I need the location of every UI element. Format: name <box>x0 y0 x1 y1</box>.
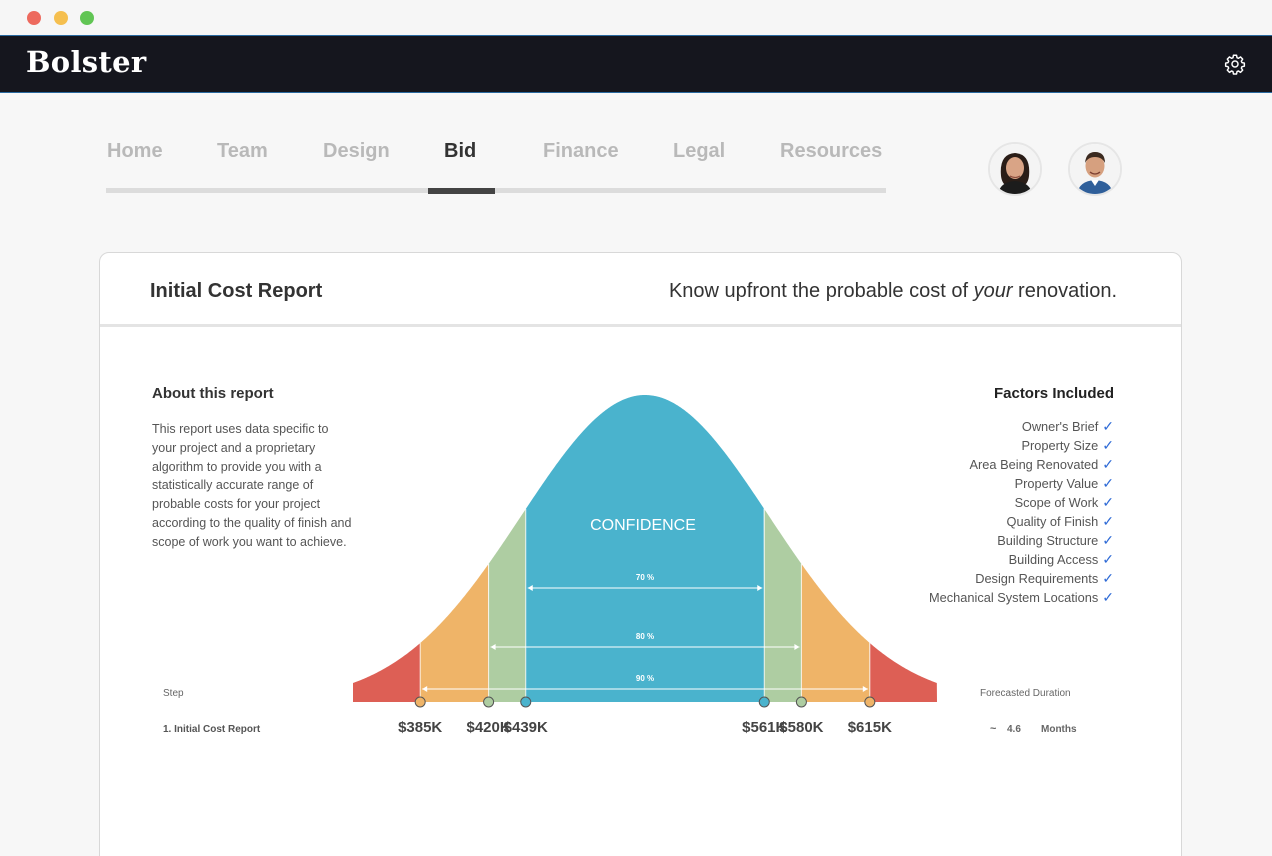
check-icon: ✓ <box>1102 437 1114 453</box>
band-80-right <box>764 509 802 702</box>
left-tail-area <box>353 643 421 702</box>
factors-title: Factors Included <box>993 385 1114 402</box>
price-marker <box>483 696 495 708</box>
factor-item: Building Structure ✓ <box>929 531 1114 550</box>
check-icon: ✓ <box>1102 494 1114 510</box>
factor-label: Property Value <box>1014 476 1099 491</box>
price-label: $439K <box>504 719 548 736</box>
price-label: $561K <box>742 719 786 736</box>
arrow-right-icon <box>757 585 763 591</box>
about-title: About this report <box>152 385 274 402</box>
price-marker <box>414 696 426 708</box>
price-label: $420K <box>466 719 510 736</box>
price-label: $615K <box>848 719 892 736</box>
tagline-post: renovation. <box>1012 280 1117 302</box>
about-body: This report uses data specific to your p… <box>152 422 352 549</box>
factor-item: Area Being Renovated ✓ <box>929 455 1114 474</box>
arrow-left-icon <box>527 585 533 591</box>
app-logo[interactable]: Bolster <box>26 45 147 79</box>
tab-track <box>106 188 886 193</box>
check-icon: ✓ <box>1102 513 1114 529</box>
step-label: Step <box>163 688 184 699</box>
tab-home[interactable]: Home <box>107 140 163 162</box>
gear-icon[interactable] <box>1224 53 1246 75</box>
tagline-emphasis: your <box>973 280 1013 302</box>
card-header: Initial Cost Report Know upfront the pro… <box>100 253 1181 327</box>
right-tail-area <box>869 643 937 702</box>
team-member-avatar-woman-icon <box>990 144 1040 194</box>
step-value: 1. Initial Cost Report <box>163 724 261 735</box>
forecast-duration-label: Forecasted Duration <box>980 688 1071 699</box>
check-icon: ✓ <box>1102 532 1114 548</box>
check-icon: ✓ <box>1102 570 1114 586</box>
confidence-range-label: 80 % <box>636 632 654 641</box>
check-icon: ✓ <box>1102 456 1114 472</box>
card-title: Initial Cost Report <box>150 280 323 302</box>
tab-finance[interactable]: Finance <box>543 140 619 162</box>
cost-report-card: Initial Cost Report Know upfront the pro… <box>99 252 1182 856</box>
band-90-right <box>801 563 870 702</box>
factor-label: Design Requirements <box>975 571 1099 586</box>
avatar[interactable] <box>1068 142 1122 196</box>
factor-item: Mechanical System Locations ✓ <box>929 588 1114 607</box>
factor-label: Area Being Renovated <box>969 457 1099 472</box>
window-maximize-button[interactable] <box>80 11 94 25</box>
tab-team[interactable]: Team <box>217 140 268 162</box>
check-icon: ✓ <box>1102 475 1114 491</box>
factor-label: Mechanical System Locations <box>928 590 1099 605</box>
price-label: $385K <box>398 719 442 736</box>
factor-label: Owner's Brief <box>1021 419 1099 434</box>
avatar[interactable] <box>988 142 1042 196</box>
window-minimize-button[interactable] <box>54 11 68 25</box>
window-close-button[interactable] <box>27 11 41 25</box>
confidence-label: CONFIDENCE <box>590 517 696 534</box>
factor-item: Property Value ✓ <box>929 474 1114 493</box>
price-marker <box>520 696 532 708</box>
tagline-pre: Know upfront the probable cost of <box>668 280 974 302</box>
card-tagline: Know upfront the probable cost of your r… <box>669 280 1117 303</box>
factor-item: Quality of Finish ✓ <box>929 512 1114 531</box>
active-tab-indicator <box>428 188 495 194</box>
arrow-right-icon <box>794 644 800 650</box>
band-80-left <box>488 509 526 702</box>
price-marker <box>795 696 807 708</box>
check-icon: ✓ <box>1102 551 1114 567</box>
factor-label: Quality of Finish <box>1006 514 1099 529</box>
factor-label: Scope of Work <box>1014 495 1099 510</box>
team-member-avatar-man-icon <box>1070 144 1120 194</box>
tab-design[interactable]: Design <box>323 140 390 162</box>
arrow-right-icon <box>862 686 868 692</box>
factor-item: Owner's Brief ✓ <box>929 417 1114 436</box>
arrow-left-icon <box>490 644 496 650</box>
band-90-left <box>420 564 489 702</box>
arrow-left-icon <box>422 686 428 692</box>
check-icon: ✓ <box>1102 589 1114 605</box>
price-marker <box>864 696 876 708</box>
tab-resources[interactable]: Resources <box>780 140 883 162</box>
tab-bid[interactable]: Bid <box>444 140 477 162</box>
factor-item: Design Requirements ✓ <box>929 569 1114 588</box>
app-header: Bolster <box>0 35 1272 93</box>
forecast-approx: ~ <box>990 723 997 735</box>
price-label: $580K <box>779 719 823 736</box>
window-titlebar <box>0 0 1272 35</box>
tab-legal[interactable]: Legal <box>673 140 726 162</box>
forecast-duration-value: 4.6 <box>1007 724 1021 735</box>
confidence-range-label: 70 % <box>636 573 654 582</box>
price-marker <box>758 696 770 708</box>
factors-list: Owner's Brief ✓ Property Size ✓ Area Being R… <box>929 417 1114 607</box>
factor-item: Property Size ✓ <box>929 436 1114 455</box>
confidence-range-label: 90 % <box>636 674 654 683</box>
factor-item: Scope of Work ✓ <box>929 493 1114 512</box>
band-70-center <box>525 395 765 702</box>
cost-distribution-chart: CONFIDENCE 70 % 80 % 90 % $385K $420K$439K $56… <box>353 395 937 736</box>
check-icon: ✓ <box>1102 418 1114 434</box>
factor-item: Building Access ✓ <box>929 550 1114 569</box>
main-tabs: Home Team Design Bid Finance Legal Resou… <box>106 140 886 195</box>
factor-label: Property Size <box>1021 438 1099 453</box>
factor-label: Building Structure <box>997 533 1099 548</box>
forecast-duration-unit: Months <box>1041 724 1077 735</box>
factor-label: Building Access <box>1008 552 1099 567</box>
